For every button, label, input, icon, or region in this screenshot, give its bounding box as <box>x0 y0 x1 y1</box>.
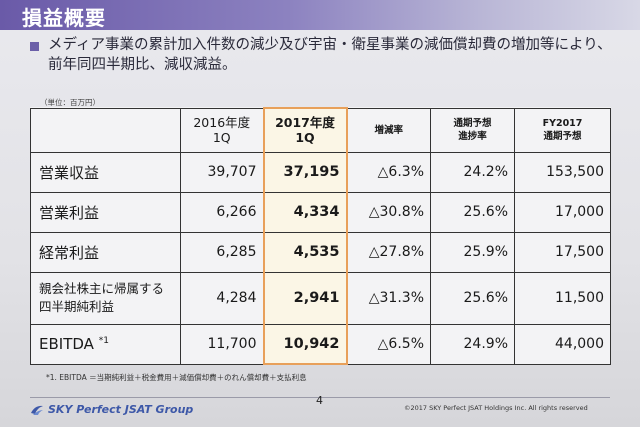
header-blank-cell <box>30 107 181 153</box>
cell-value-highlight: 37,195 <box>262 151 348 193</box>
company-logo: SKY Perfect JSAT Group <box>30 403 193 416</box>
row-label-net-income: 親会社株主に帰属する 四半期純利益 <box>30 271 181 325</box>
cell-value-highlight: 10,942 <box>262 323 348 365</box>
table-row: EBITDA *1 11,700 10,942 △6.5% 24.9% 44,0… <box>30 323 611 365</box>
summary-line-2: 前年同四半期比、減収減益。 <box>48 57 237 73</box>
cell-value-highlight: 2,941 <box>262 271 348 325</box>
copyright: ©2017 SKY Perfect JSAT Holdings Inc. All… <box>404 404 588 412</box>
footnote: *1. EBITDA ＝当期純利益＋税金費用＋減価償却費＋のれん償却費＋支払利息 <box>46 373 307 382</box>
slide-title: 損益概要 <box>22 6 106 30</box>
table-row: 営業利益 6,266 4,334 △30.8% 25.6% 17,000 <box>30 191 611 233</box>
cell-value: 25.6% <box>430 191 515 233</box>
cell-value: △6.5% <box>346 323 431 365</box>
financial-summary-table: 2016年度 1Q 2017年度 1Q 増減率 通期予想 進捗率 FY2017 通期予想… <box>30 107 611 365</box>
row-label-operating-revenue: 営業収益 <box>30 151 181 193</box>
header-progress-rate: 通期予想 進捗率 <box>430 107 515 153</box>
table-row: 経常利益 6,285 4,535 △27.8% 25.9% 17,500 <box>30 231 611 273</box>
cell-value: △27.8% <box>346 231 431 273</box>
header-fy2016-1q: 2016年度 1Q <box>180 107 264 153</box>
table-header-row: 2016年度 1Q 2017年度 1Q 増減率 通期予想 進捗率 FY2017 通期予想 <box>30 107 611 153</box>
cell-value: 44,000 <box>514 323 611 365</box>
row-label-ordinary-income: 経常利益 <box>30 231 181 273</box>
cell-value: △31.3% <box>346 271 431 325</box>
logo-text: SKY Perfect JSAT Group <box>48 403 194 416</box>
footnote-marker: *1 <box>98 336 109 346</box>
cell-value: 11,500 <box>514 271 611 325</box>
cell-value: 17,000 <box>514 191 611 233</box>
header-fy2017-forecast: FY2017 通期予想 <box>514 107 611 153</box>
row-label-ebitda: EBITDA *1 <box>30 323 181 365</box>
summary-text: メディア事業の累計加入件数の減少及び宇宙・衛星事業の減価償却費の増加等により、 … <box>48 35 628 75</box>
logo-swoosh-icon <box>31 405 43 415</box>
cell-value: 6,266 <box>180 191 264 233</box>
cell-value: 11,700 <box>180 323 264 365</box>
cell-value: 25.9% <box>430 231 515 273</box>
cell-value: 24.2% <box>430 151 515 193</box>
table-row: 親会社株主に帰属する 四半期純利益 4,284 2,941 △31.3% 25.6… <box>30 271 611 325</box>
cell-value: △6.3% <box>346 151 431 193</box>
footer-divider <box>30 397 610 398</box>
cell-value: 39,707 <box>180 151 264 193</box>
header-fy2017-1q: 2017年度 1Q <box>262 107 348 153</box>
cell-value: △30.8% <box>346 191 431 233</box>
bullet-square-icon <box>30 42 39 51</box>
cell-value: 24.9% <box>430 323 515 365</box>
cell-value: 6,285 <box>180 231 264 273</box>
cell-value: 4,284 <box>180 271 264 325</box>
cell-value: 153,500 <box>514 151 611 193</box>
row-label-operating-income: 営業利益 <box>30 191 181 233</box>
summary-line-1: メディア事業の累計加入件数の減少及び宇宙・衛星事業の減価償却費の増加等により、 <box>48 37 612 53</box>
page-number: 4 <box>316 394 323 407</box>
header-change-rate: 増減率 <box>346 107 431 153</box>
cell-value-highlight: 4,535 <box>262 231 348 273</box>
table-row: 営業収益 39,707 37,195 △6.3% 24.2% 153,500 <box>30 151 611 193</box>
cell-value-highlight: 4,334 <box>262 191 348 233</box>
cell-value: 17,500 <box>514 231 611 273</box>
title-bar: 損益概要 <box>0 0 640 30</box>
unit-label: （単位：百万円） <box>40 98 100 107</box>
cell-value: 25.6% <box>430 271 515 325</box>
